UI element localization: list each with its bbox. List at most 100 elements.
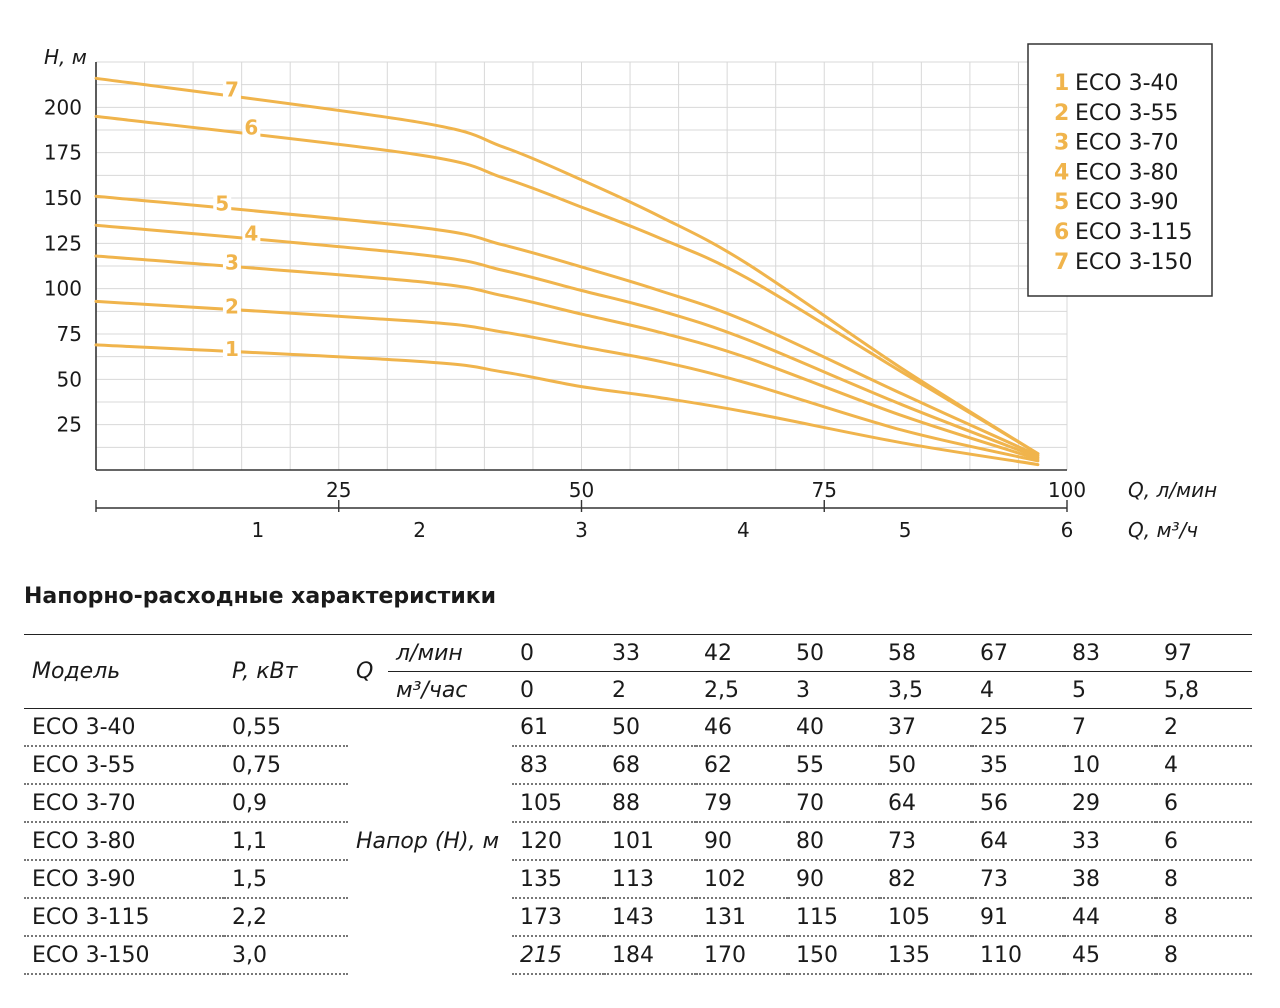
legend-entry-label: ECO 3-90 <box>1075 190 1179 215</box>
pump-curves <box>94 76 1040 467</box>
header-q-lmin-value: 67 <box>972 634 1064 672</box>
legend-entry-label: ECO 3-80 <box>1075 160 1179 185</box>
head-value-cell: 102 <box>696 859 788 898</box>
power-cell: 1,1 <box>224 821 348 860</box>
curve-number-label: 4 <box>244 222 258 246</box>
curve-label-bg <box>242 221 261 244</box>
legend-entry-label: ECO 3-40 <box>1075 71 1179 96</box>
y-tick-label: 50 <box>57 367 82 391</box>
header-q-m3h-value: 3,5 <box>880 671 972 709</box>
header-q-m3h-value: 5 <box>1064 671 1156 709</box>
head-value-cell: 184 <box>604 935 696 975</box>
x2-tick-label: 1 <box>251 518 264 542</box>
head-value-cell: 135 <box>880 935 972 975</box>
head-value-cell: 56 <box>972 783 1064 822</box>
x2-axis-label: Q, м³/ч <box>1128 518 1198 542</box>
head-value-cell: 90 <box>696 821 788 860</box>
head-value-cell: 83 <box>512 745 604 784</box>
curve-number-labels: 1 2 345 67 <box>213 77 261 361</box>
power-cell: 0,9 <box>224 783 348 822</box>
x2-tick-label: 2 <box>413 518 426 542</box>
head-value-cell: 64 <box>972 821 1064 860</box>
header-q-m3h-value: 2,5 <box>696 671 788 709</box>
y-tick-label: 75 <box>57 322 82 346</box>
header-q-lmin-value: 50 <box>788 634 880 672</box>
power-cell: 2,2 <box>224 897 348 936</box>
head-value-cell: 101 <box>604 821 696 860</box>
curve-label-bg <box>213 191 232 214</box>
curve-number-label: 6 <box>244 115 258 139</box>
curve-number-label: 3 <box>225 250 239 274</box>
legend-entry-label: ECO 3-150 <box>1075 250 1193 275</box>
head-value-cell: 4 <box>1156 745 1252 784</box>
head-value-cell: 120 <box>512 821 604 860</box>
head-value-cell: 135 <box>512 859 604 898</box>
x-tick-label: 100 <box>1048 478 1086 502</box>
head-value-cell: 68 <box>604 745 696 784</box>
head-value-cell: 50 <box>880 745 972 784</box>
head-value-cell: 62 <box>696 745 788 784</box>
head-value-cell: 105 <box>512 783 604 822</box>
head-value-cell: 90 <box>788 859 880 898</box>
head-value-cell: 113 <box>604 859 696 898</box>
chart-axes <box>95 62 1067 471</box>
head-value-cell: 88 <box>604 783 696 822</box>
x-axis-label: Q, л/мин <box>1128 478 1217 502</box>
head-value-cell: 131 <box>696 897 788 936</box>
curve-label-bg <box>222 294 241 317</box>
table-row: ECO 3-115 2,2 173 143 131 115 105 91 44 8 <box>24 897 1252 936</box>
model-cell: ECO 3-55 <box>24 745 224 784</box>
head-value-cell: 170 <box>696 935 788 975</box>
head-value-cell: 8 <box>1156 859 1252 898</box>
curve-number-label: 7 <box>225 77 239 101</box>
legend-number: 7 <box>1054 250 1069 275</box>
y-axis-label: H, м <box>44 45 87 69</box>
head-value-cell: 110 <box>972 935 1064 975</box>
header-q-m3h-value: 0 <box>512 671 604 709</box>
head-value-cell: 150 <box>788 935 880 975</box>
x2-tick-label: 5 <box>899 518 912 542</box>
pump-curve <box>94 254 1040 461</box>
table-row: ECO 3-55 0,75 83 68 62 55 50 35 10 4 <box>24 745 1252 784</box>
head-value-cell: 6 <box>1156 783 1252 822</box>
header-q-lmin-value: 0 <box>512 634 604 672</box>
y-tick-label: 200 <box>44 95 82 119</box>
head-value-cell: 8 <box>1156 897 1252 936</box>
header-q-lmin-value: 33 <box>604 634 696 672</box>
legend-number: 4 <box>1054 160 1069 185</box>
pump-curve <box>94 223 1040 459</box>
model-cell: ECO 3-90 <box>24 859 224 898</box>
head-value-cell: 29 <box>1064 783 1156 822</box>
header-q-m3h-value: 3 <box>788 671 880 709</box>
head-value-cell: 25 <box>972 708 1064 746</box>
legend-entry-label: ECO 3-115 <box>1075 220 1193 245</box>
head-value-cell: 173 <box>512 897 604 936</box>
x-tick-label: 75 <box>812 478 837 502</box>
head-value-cell: 115 <box>788 897 880 936</box>
head-value-cell: 64 <box>880 783 972 822</box>
header-q-m3h-value: 2 <box>604 671 696 709</box>
head-value-cell: 46 <box>696 708 788 746</box>
curve-number-label: 5 <box>215 191 229 215</box>
curve-label-bg <box>222 250 241 273</box>
head-value-cell: 55 <box>788 745 880 784</box>
head-value-cell: 8 <box>1156 935 1252 975</box>
pump-curve <box>94 343 1040 467</box>
power-cell: 1,5 <box>224 859 348 898</box>
head-value-cell: 40 <box>788 708 880 746</box>
power-cell: 0,55 <box>224 708 348 746</box>
curve-label-bg <box>242 115 261 138</box>
header-unit-m3h: м³/час <box>388 671 512 709</box>
head-value-cell: 73 <box>880 821 972 860</box>
head-value-cell: 35 <box>972 745 1064 784</box>
y-tick-label: 100 <box>44 277 82 301</box>
table-row: м³/час 0 2 2,5 3 3,5 4 5 5,8 <box>24 671 1252 709</box>
head-value-cell: 143 <box>604 897 696 936</box>
header-model: Модель <box>24 634 224 709</box>
y-tick-label: 25 <box>57 413 82 437</box>
header-unit-lmin: л/мин <box>388 634 512 672</box>
head-value-cell: 2 <box>1156 708 1252 746</box>
x2-tick-label: 4 <box>737 518 750 542</box>
table-row: ECO 3-90 1,5 135 113 102 90 82 73 38 8 <box>24 859 1252 898</box>
